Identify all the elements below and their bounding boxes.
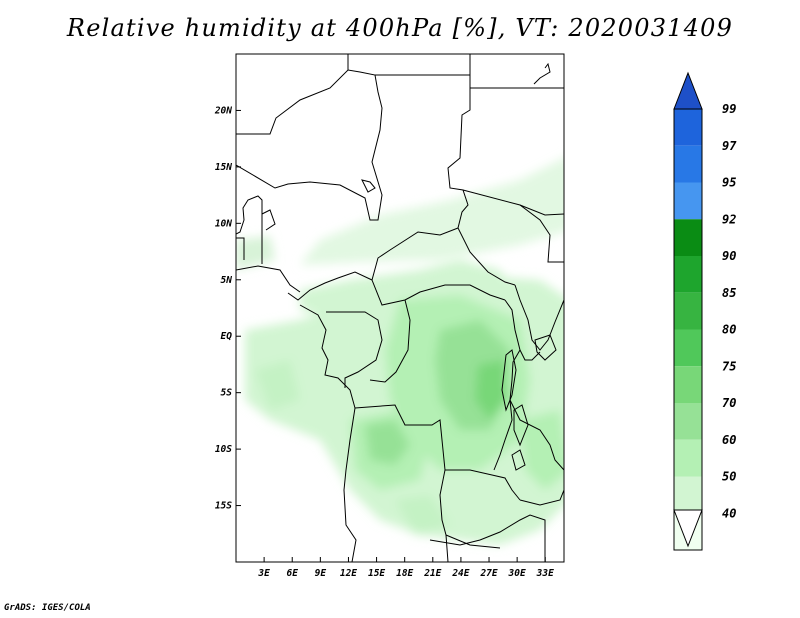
colorbar-level-label: 99: [722, 102, 736, 116]
longitude-axis: 3E 6E 9E 12E 15E 18E 21E 24E 27E 30E 33E: [257, 557, 554, 579]
colorbar-swatch: [674, 476, 702, 514]
colorbar-legend: 99 97 95 92 90 85 80 75 70 60 50 40: [673, 71, 737, 551]
colorbar-level-label: 75: [722, 359, 736, 373]
colorbar-level-label: 50: [722, 470, 736, 484]
colorbar-level-label: 90: [722, 249, 736, 263]
colorbar-swatch: [674, 182, 702, 220]
humidity-field: [236, 158, 564, 545]
lon-tick-label: 18E: [396, 568, 413, 579]
colorbar-swatch: [674, 403, 702, 440]
colorbar-bottom-arrow: [673, 509, 703, 548]
footer-credit: GrADS: IGES/COLA: [4, 603, 91, 613]
colorbar-level-label: 85: [722, 286, 736, 300]
colorbar-level-label: 92: [722, 212, 736, 226]
colorbar-top-arrow: [673, 71, 703, 110]
colorbar-level-label: 97: [722, 139, 737, 153]
lat-tick-label: 5N: [221, 275, 233, 286]
colorbar-frame: [673, 108, 703, 551]
colorbar-swatch: [674, 329, 702, 367]
colorbar-swatch: [674, 256, 702, 293]
lat-tick-label: 10N: [215, 218, 232, 229]
colorbar-swatch: [674, 439, 702, 477]
lat-tick-label: 15N: [215, 162, 232, 173]
colorbar-level-label: 95: [722, 176, 736, 190]
colorbar-level-label: 60: [722, 433, 736, 447]
colorbar-swatch: [674, 292, 702, 330]
lon-tick-label: 15E: [368, 568, 385, 579]
colorbar-level-label: 80: [722, 323, 736, 337]
country-boundaries: [236, 54, 564, 562]
lon-tick-label: 6E: [287, 568, 299, 579]
colorbar-swatch: [674, 109, 702, 146]
lon-tick-label: 33E: [536, 568, 554, 579]
lon-tick-label: 24E: [451, 568, 469, 579]
colorbar-swatch: [674, 145, 702, 183]
lat-tick-label: 15S: [215, 501, 232, 512]
lon-tick-label: 12E: [340, 568, 357, 579]
latitude-axis: 20N 15N 10N 5N EQ 5S 10S 15S: [214, 105, 241, 512]
lon-tick-label: 21E: [423, 568, 441, 579]
lat-tick-label: 20N: [214, 105, 232, 116]
map-title: Relative humidity at 400hPa [%], VT: 202…: [66, 14, 734, 42]
colorbar-level-label: 40: [722, 506, 736, 520]
plot-frame: [235, 53, 565, 563]
lat-tick-label: 5S: [221, 388, 233, 399]
colorbar-swatch: [674, 366, 702, 403]
colorbar-swatch: [674, 219, 702, 256]
lat-tick-label: 10S: [215, 444, 232, 455]
lon-tick-label: 3E: [257, 568, 270, 579]
colorbar-level-label: 70: [722, 396, 736, 410]
lat-tick-label: EQ: [221, 331, 233, 342]
lon-tick-label: 9E: [315, 568, 327, 579]
lon-tick-label: 30E: [508, 568, 526, 579]
lon-tick-label: 27E: [479, 568, 497, 579]
